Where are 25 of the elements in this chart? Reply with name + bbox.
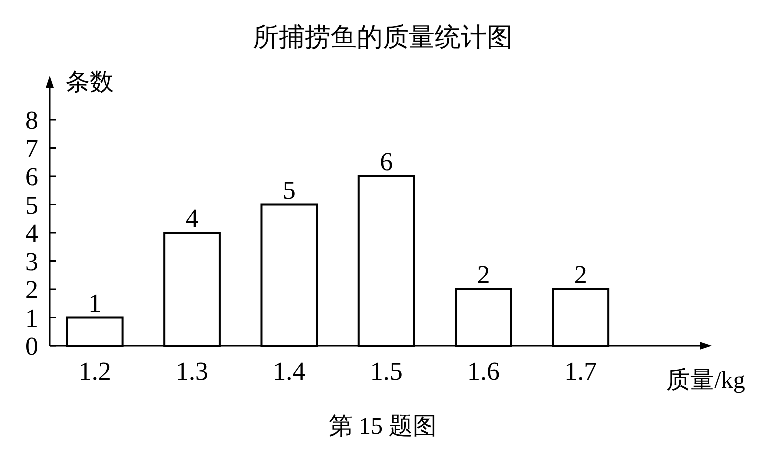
y-tick-label: 1 (26, 304, 38, 333)
x-tick-label: 1.5 (370, 357, 403, 386)
y-tick-label: 8 (26, 106, 38, 135)
data-label: 5 (282, 176, 296, 205)
y-tick-label: 4 (26, 219, 38, 248)
x-tick-label: 1.2 (78, 357, 112, 386)
data-label: 1 (88, 288, 102, 318)
y-tick-label: 6 (26, 162, 38, 192)
x-axis-title: 质量/kg (666, 368, 746, 394)
y-tick-label: 7 (26, 134, 38, 164)
y-tick-label: 2 (26, 276, 38, 304)
x-tick-label: 1.7 (564, 357, 598, 386)
data-label: 2 (574, 260, 588, 290)
data-label: 4 (186, 204, 199, 233)
x-tick-label: 1.4 (273, 357, 306, 386)
x-tick-label: 1.3 (176, 357, 209, 386)
chart-title: 所捕捞鱼的质量统计图 (253, 23, 513, 52)
y-tick-label: 5 (26, 190, 38, 220)
data-label: 2 (477, 260, 490, 290)
y-tick-label: 3 (26, 247, 38, 276)
data-label: 6 (380, 148, 394, 176)
y-tick-label: 0 (26, 332, 38, 361)
y-axis-title: 条数 (66, 70, 114, 96)
x-tick-label: 1.6 (467, 357, 500, 386)
text: 第 15 题图 (329, 414, 437, 440)
